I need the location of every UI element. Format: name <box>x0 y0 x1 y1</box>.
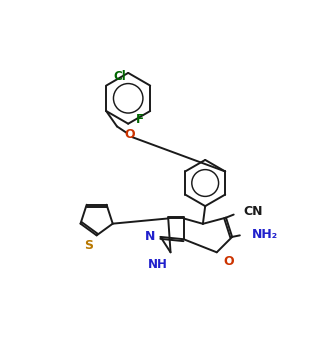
Text: NH: NH <box>148 258 167 271</box>
Text: O: O <box>223 256 234 268</box>
Text: O: O <box>124 128 135 141</box>
Text: NH₂: NH₂ <box>252 228 278 241</box>
Text: N: N <box>145 231 155 243</box>
Text: Cl: Cl <box>113 70 126 82</box>
Text: CN: CN <box>243 205 262 218</box>
Text: F: F <box>136 113 144 125</box>
Text: S: S <box>84 239 93 252</box>
